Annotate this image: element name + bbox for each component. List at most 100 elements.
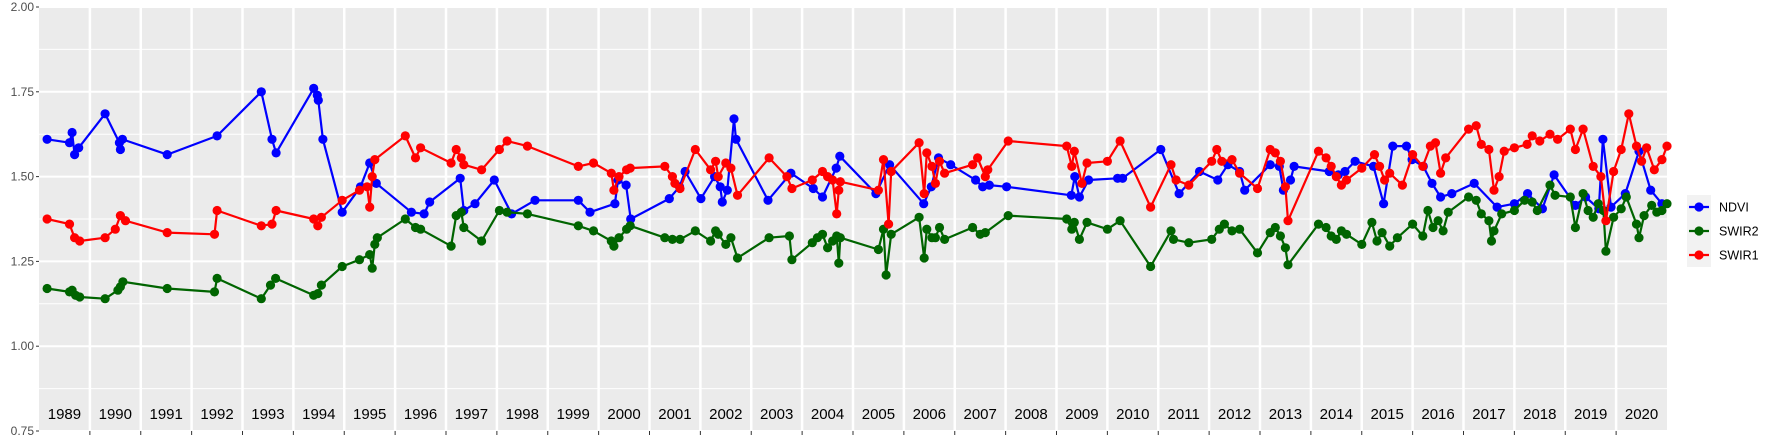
data-point-ndvi (1388, 141, 1398, 151)
year-label: 2013 (1269, 406, 1302, 423)
data-point-swir2 (573, 221, 583, 231)
year-label: 2004 (811, 406, 844, 423)
data-point-swir1 (42, 214, 52, 224)
data-point-swir2 (1069, 217, 1079, 227)
data-point-swir1 (1082, 158, 1092, 168)
data-point-swir1 (502, 136, 512, 146)
year-labels: 1989 1990 1991 1992 1993 1994 1995 1996 1997 1998… (48, 406, 1659, 423)
data-point-swir2 (416, 224, 426, 234)
data-point-swir1 (446, 158, 456, 168)
data-point-ndvi (1340, 166, 1350, 177)
data-point-swir2 (1486, 236, 1497, 246)
year-label: 2001 (658, 406, 691, 423)
data-point-swir2 (1418, 231, 1428, 241)
data-point-swir2 (1593, 199, 1603, 209)
legend-label: NDVI (1719, 201, 1749, 215)
data-point-swir2 (1634, 233, 1644, 243)
y-tick-label: 1.25 (11, 254, 35, 268)
data-point-swir2 (1639, 211, 1649, 221)
year-label: 2012 (1218, 406, 1251, 423)
data-point-ndvi (74, 143, 84, 153)
year-label: 2008 (1014, 406, 1047, 423)
data-point-swir1 (354, 185, 365, 195)
data-point-swir1 (1341, 175, 1352, 185)
data-point-swir1 (313, 221, 323, 231)
data-point-swir2 (1527, 197, 1537, 207)
data-point-swir1 (711, 156, 721, 166)
year-label: 1994 (302, 406, 335, 423)
data-point-ndvi (455, 173, 465, 183)
data-point-swir1 (726, 163, 736, 173)
data-point-swir1 (1570, 144, 1580, 155)
data-point-swir1 (309, 214, 319, 224)
data-point-swir1 (884, 219, 894, 229)
data-point-swir2 (118, 277, 128, 287)
data-point-ndvi (1492, 202, 1502, 212)
data-point-swir2 (459, 222, 469, 233)
year-label: 1992 (200, 406, 233, 423)
data-point-swir2 (1367, 217, 1377, 227)
data-point-ndvi (256, 87, 266, 97)
data-point-swir2 (721, 239, 731, 249)
data-point-swir1 (1313, 146, 1324, 156)
data-point-ndvi (1427, 178, 1437, 188)
data-point-swir1 (1430, 138, 1441, 148)
data-point-ndvi (67, 127, 77, 138)
year-label: 1990 (99, 406, 132, 423)
data-point-ndvi (1070, 172, 1080, 182)
legend-label: SWIR1 (1719, 249, 1759, 263)
data-point-swir1 (1596, 172, 1606, 182)
data-point-swir2 (1270, 222, 1280, 233)
data-point-swir2 (265, 280, 276, 290)
data-point-ndvi (1240, 185, 1250, 195)
year-label: 1997 (455, 406, 488, 423)
data-point-swir1 (1649, 165, 1659, 175)
data-point-swir1 (1067, 161, 1077, 171)
data-point-swir1 (787, 183, 797, 194)
data-point-swir2 (1433, 216, 1443, 226)
y-axis: 0.75 1.00 1.25 1.50 1.75 2.00 (11, 0, 1617, 438)
data-point-swir1 (914, 138, 924, 148)
data-point-swir1 (337, 195, 347, 205)
data-point-swir1 (162, 228, 172, 238)
data-point-swir2 (886, 229, 896, 239)
data-point-swir2 (922, 224, 932, 234)
data-point-ndvi (1436, 192, 1446, 202)
data-point-ndvi (1265, 160, 1275, 170)
data-point-swir1 (606, 168, 616, 178)
data-point-swir2 (1438, 226, 1448, 236)
data-point-swir2 (337, 261, 347, 272)
data-point-swir2 (446, 241, 456, 251)
data-point-swir2 (968, 222, 978, 233)
data-point-ndvi (1350, 156, 1360, 166)
year-label: 2019 (1574, 406, 1607, 423)
data-point-swir2 (1275, 231, 1285, 241)
data-point-swir1 (1588, 161, 1598, 171)
data-point-swir1 (64, 219, 75, 229)
data-point-ndvi (64, 138, 75, 148)
data-point-swir1 (1357, 163, 1367, 173)
data-point-swir1 (732, 190, 743, 200)
data-point-swir1 (362, 182, 372, 192)
data-point-ndvi (664, 194, 674, 204)
data-point-swir1 (1166, 160, 1176, 170)
data-point-swir1 (256, 221, 266, 231)
data-point-ndvi (984, 180, 994, 190)
data-point-swir1 (1326, 161, 1336, 171)
data-point-swir1 (522, 141, 533, 151)
data-point-swir2 (1657, 205, 1667, 216)
year-label: 1993 (251, 406, 284, 423)
data-point-ndvi (1447, 189, 1457, 199)
data-point-swir1 (1227, 155, 1237, 165)
data-point-swir1 (1397, 180, 1407, 190)
year-label: 2009 (1065, 406, 1098, 423)
year-label: 2016 (1421, 406, 1454, 423)
data-point-swir1 (1471, 121, 1481, 131)
year-label: 2002 (709, 406, 742, 423)
data-point-swir2 (1631, 219, 1642, 229)
data-point-swir1 (1494, 172, 1504, 182)
data-point-swir2 (1476, 209, 1486, 219)
data-point-swir2 (1662, 199, 1672, 209)
data-point-ndvi (100, 109, 110, 119)
